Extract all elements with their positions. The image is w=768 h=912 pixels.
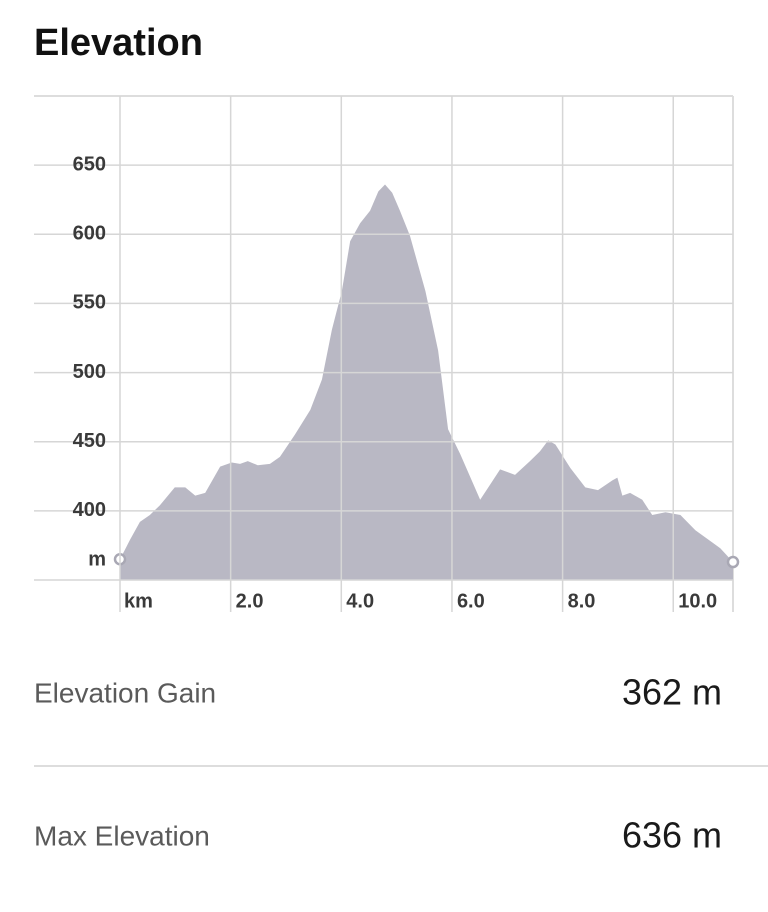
x-tick-label: 10.0 (678, 590, 717, 612)
x-tick-label: 2.0 (236, 590, 264, 612)
stat-value: 362 m (622, 672, 722, 713)
y-unit-label: m (88, 548, 106, 570)
x-tick-label: 8.0 (568, 590, 596, 612)
x-tick-label: 4.0 (346, 590, 374, 612)
y-tick-label: 600 (73, 223, 106, 245)
x-tick-label: 6.0 (457, 590, 485, 612)
end-marker (726, 555, 740, 569)
y-tick-label: 500 (73, 361, 106, 383)
stat-value: 636 m (622, 815, 722, 856)
x-unit-label: km (124, 590, 153, 612)
stat-label: Max Elevation (34, 820, 210, 851)
y-tick-label: 400 (73, 499, 106, 521)
chart-title: Elevation (34, 22, 203, 64)
elevation-area (120, 184, 733, 580)
stat-label: Elevation Gain (34, 677, 216, 708)
y-tick-label: 650 (73, 153, 106, 175)
y-tick-label: 450 (73, 430, 106, 452)
y-tick-label: 550 (73, 292, 106, 314)
